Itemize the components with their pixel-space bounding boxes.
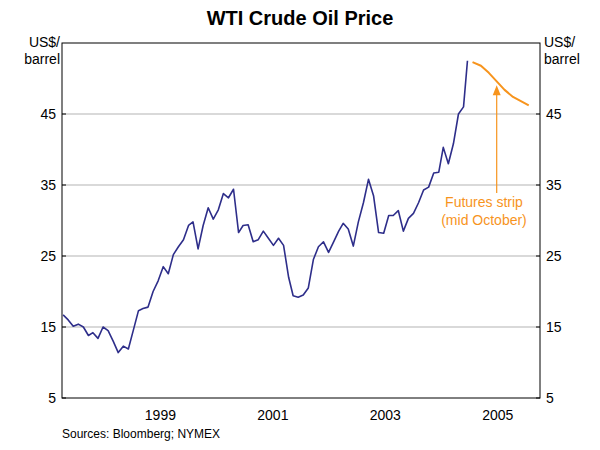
grid-line	[62, 256, 540, 257]
y2-tick-label: 45	[546, 106, 562, 122]
y2-tick	[536, 185, 540, 186]
y2-tick-label: 35	[546, 177, 562, 193]
x-tick-label: 1999	[145, 407, 176, 423]
y-tick	[62, 398, 66, 399]
x-tick-label: 2003	[370, 407, 401, 423]
grid-line	[62, 185, 540, 186]
y-tick	[62, 185, 66, 186]
chart-title: WTI Crude Oil Price	[207, 7, 394, 29]
annotation-arrowhead	[493, 85, 501, 95]
y-tick-label: 25	[40, 248, 56, 264]
x-tick-label: 2001	[257, 407, 288, 423]
annotation: (mid October)	[441, 212, 527, 228]
plot-frame	[62, 43, 540, 398]
y-axis-label: US$/barrel	[24, 34, 60, 67]
y2-tick-label: 5	[546, 390, 554, 406]
y2-axis-label: US$/barrel	[544, 34, 580, 67]
y2-tick	[536, 327, 540, 328]
chart-container: WTI Crude Oil Price 5 15 25 35 45 5 15 25 35 45 199…	[0, 0, 600, 450]
y-tick	[62, 114, 66, 115]
y-tick-label: 35	[40, 177, 56, 193]
series-line	[63, 61, 467, 353]
series-line	[473, 62, 529, 105]
y-axis-label-line: barrel	[24, 51, 60, 67]
chart-svg: WTI Crude Oil Price 5 15 25 35 45 5 15 25 35 45 199…	[0, 0, 600, 450]
source-note: Sources: Bloomberg; NYMEX	[62, 427, 220, 441]
y-tick	[62, 256, 66, 257]
y-tick	[62, 327, 66, 328]
annotation: Futures strip	[445, 194, 523, 210]
y-tick-label: 15	[40, 319, 56, 335]
y2-tick-label: 25	[546, 248, 562, 264]
y2-tick-label: 15	[546, 319, 562, 335]
y-tick-label: 45	[40, 106, 56, 122]
x-tick-label: 2005	[482, 407, 513, 423]
y-axis-label-line: US$/	[29, 34, 60, 50]
annotation-arrow	[496, 93, 497, 193]
y2-axis-label-line: barrel	[544, 51, 580, 67]
y2-axis-label-line: US$/	[544, 34, 575, 50]
y2-tick	[536, 256, 540, 257]
y2-tick	[536, 114, 540, 115]
grid-line	[62, 114, 540, 115]
y-tick-label: 5	[48, 390, 56, 406]
y2-tick	[536, 398, 540, 399]
series-group	[63, 61, 529, 353]
